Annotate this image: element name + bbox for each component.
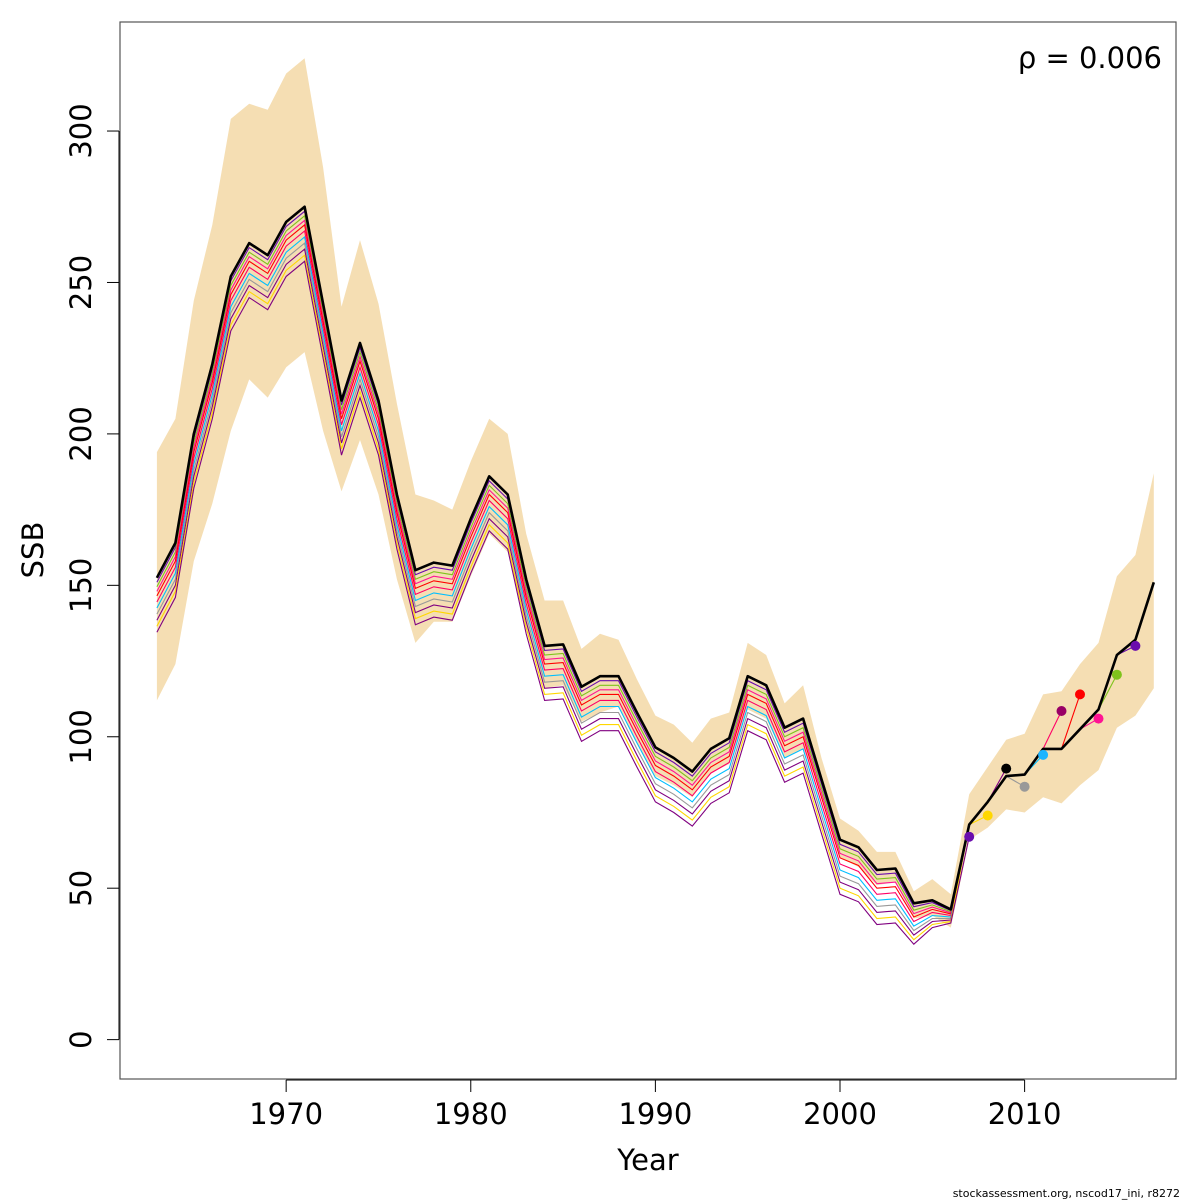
peel-end-point-2010 xyxy=(1019,781,1030,792)
y-axis: 0 50 100 150 200 250 300 xyxy=(64,103,120,1049)
y-axis-label: SSB xyxy=(16,522,50,579)
confidence-band xyxy=(156,58,1154,928)
peel-line-2012 xyxy=(156,229,1062,923)
peel-end-point-2007 xyxy=(964,831,975,842)
x-axis: 1970 1980 1990 2000 2010 xyxy=(249,1079,1062,1131)
peel-line-2010 xyxy=(156,242,1025,932)
main-ssb-polyline xyxy=(155,205,1156,911)
y-tick-label-250: 250 xyxy=(64,255,98,310)
peel-line-2009 xyxy=(156,248,1007,936)
peel-end-points xyxy=(964,640,1141,842)
peel-line-2013 xyxy=(156,223,1081,918)
peel-line-2008 xyxy=(156,254,988,941)
retro-peel-lines xyxy=(156,210,1136,945)
peel-end-point-2015 xyxy=(1111,669,1122,680)
plot-frame xyxy=(119,21,1177,1080)
peel-line-2007 xyxy=(156,260,970,945)
x-tick-label-1990: 1990 xyxy=(618,1097,692,1131)
x-tick-label-2000: 2000 xyxy=(803,1097,877,1131)
peel-line-2011 xyxy=(156,235,1044,927)
y-tick-label-300: 300 xyxy=(64,103,98,158)
rho-annotation: ρ = 0.006 xyxy=(1018,41,1162,75)
y-tick-label-0: 0 xyxy=(64,1030,98,1048)
x-axis-label: Year xyxy=(616,1143,678,1177)
main-ssb-line xyxy=(155,205,1156,911)
peel-end-point-2009 xyxy=(1001,763,1012,774)
x-tick-label-1970: 1970 xyxy=(249,1097,323,1131)
peel-line-2014 xyxy=(156,219,1099,915)
x-tick-label-2010: 2010 xyxy=(988,1097,1062,1131)
peel-end-point-2011 xyxy=(1038,749,1049,760)
peel-end-point-2016 xyxy=(1130,640,1141,651)
x-tick-label-1980: 1980 xyxy=(434,1097,508,1131)
credit-text: stockassessment.org, nscod17_ini, r8272 xyxy=(953,1187,1180,1200)
y-tick-label-200: 200 xyxy=(64,406,98,461)
peel-end-point-2008 xyxy=(982,810,993,821)
peel-end-point-2012 xyxy=(1056,706,1067,716)
peel-end-point-2013 xyxy=(1075,689,1085,700)
y-tick-label-100: 100 xyxy=(64,709,98,764)
y-tick-label-50: 50 xyxy=(64,870,98,907)
y-tick-label-150: 150 xyxy=(64,558,98,613)
peel-end-point-2014 xyxy=(1093,713,1104,724)
confidence-band-area xyxy=(156,58,1154,928)
